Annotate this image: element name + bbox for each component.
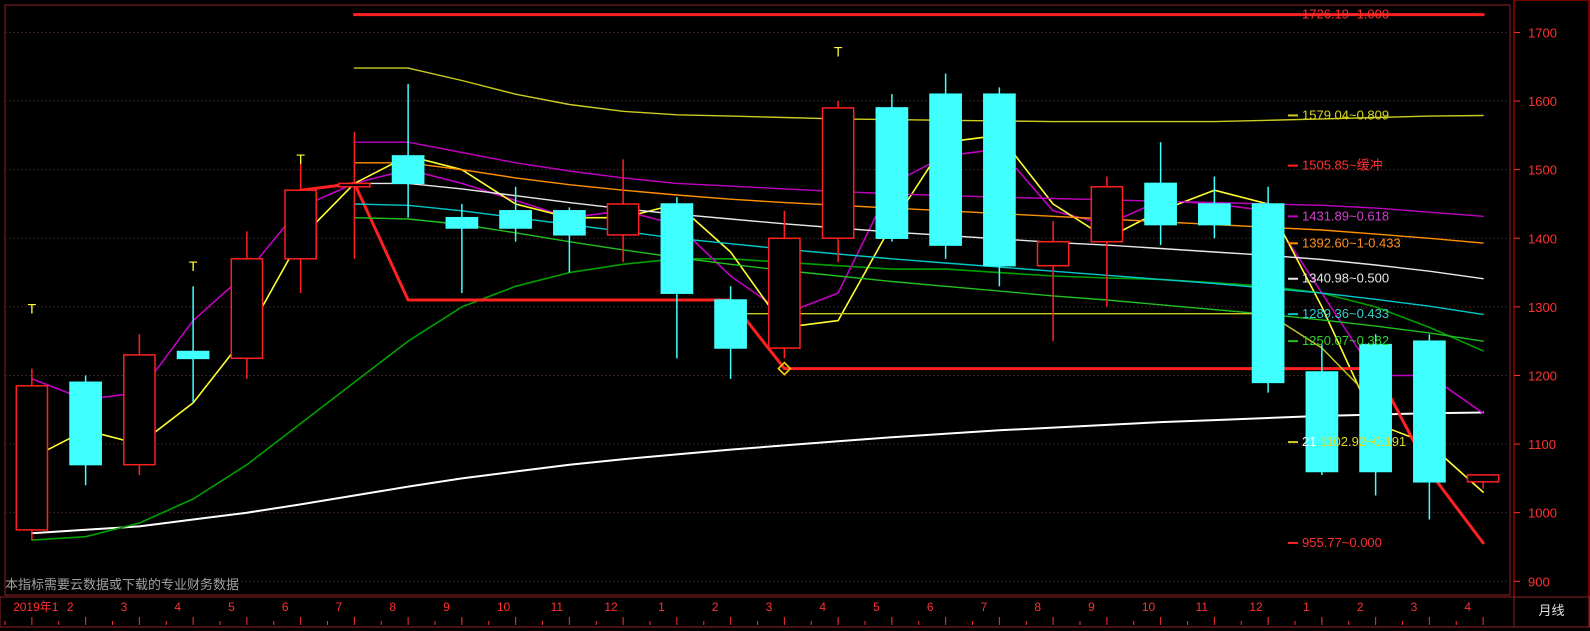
x-tick-label: 3 xyxy=(121,600,128,614)
candle[interactable] xyxy=(1199,204,1230,225)
x-tick-label: 9 xyxy=(443,600,450,614)
candle[interactable] xyxy=(1038,242,1069,266)
candle[interactable] xyxy=(1091,187,1122,242)
level-label: 1505.85~缓冲 xyxy=(1302,158,1383,173)
candle[interactable] xyxy=(554,211,585,235)
candle[interactable] xyxy=(446,218,477,228)
x-tick-label: 5 xyxy=(228,600,235,614)
x-tick-label: 10 xyxy=(1142,600,1156,614)
candle[interactable] xyxy=(231,259,262,359)
x-tick-label: 6 xyxy=(282,600,289,614)
x-tick-label: 1 xyxy=(658,600,665,614)
level-label: 1340.98~0.500 xyxy=(1302,271,1389,286)
x-tick-label: 11 xyxy=(1196,600,1209,614)
x-tick-label: 4 xyxy=(1464,600,1471,614)
candle[interactable] xyxy=(769,238,800,348)
x-tick-label: 2 xyxy=(67,600,74,614)
x-tick-label: 12 xyxy=(604,600,618,614)
candle[interactable] xyxy=(1468,475,1499,482)
y-tick-label: 900 xyxy=(1528,574,1550,589)
y-tick-label: 1400 xyxy=(1528,231,1557,246)
candle[interactable] xyxy=(339,183,370,186)
marker-text: T xyxy=(189,258,198,274)
y-tick-label: 1500 xyxy=(1528,163,1557,178)
x-tick-label: 3 xyxy=(766,600,773,614)
candle[interactable] xyxy=(984,94,1015,266)
timeframe-label: 月线 xyxy=(1538,603,1564,618)
level-label: 1392.60~1-0.433 xyxy=(1302,235,1401,250)
x-tick-label: 8 xyxy=(389,600,396,614)
y-tick-label: 1700 xyxy=(1528,25,1557,40)
x-tick-label: 2 xyxy=(1357,600,1364,614)
x-tick-label: 2019年1 xyxy=(13,600,59,614)
candle[interactable] xyxy=(661,204,692,293)
marker-text: T xyxy=(834,43,843,59)
level-label: 955.77~0.000 xyxy=(1302,535,1382,550)
x-tick-label: 3 xyxy=(1411,600,1418,614)
footer-note: 本指标需要云数据或下载的专业财务数据 xyxy=(5,577,239,592)
x-tick-label: 12 xyxy=(1249,600,1263,614)
candle[interactable] xyxy=(930,94,961,245)
candle[interactable] xyxy=(285,190,316,259)
candle[interactable] xyxy=(16,386,47,530)
candle[interactable] xyxy=(1253,204,1284,382)
y-tick-label: 1100 xyxy=(1528,437,1556,452)
candle[interactable] xyxy=(70,382,101,464)
level-label: 1289.36~0.433 xyxy=(1302,306,1389,321)
candle[interactable] xyxy=(178,352,209,359)
level-label: 1431.89~0.618 xyxy=(1302,208,1389,223)
level-label: 1579.04~0.809 xyxy=(1302,107,1389,122)
x-tick-label: 9 xyxy=(1088,600,1095,614)
x-tick-label: 11 xyxy=(551,600,564,614)
y-tick-label: 1200 xyxy=(1528,368,1557,383)
candle[interactable] xyxy=(500,211,531,228)
x-tick-label: 2 xyxy=(712,600,719,614)
candle[interactable] xyxy=(1145,183,1176,224)
x-tick-label: 5 xyxy=(873,600,880,614)
level-label: 1250.07~0.382 xyxy=(1302,333,1389,348)
candlestick-chart[interactable]: T T T T 1726.19~1.000 1579.04~0.809 1505.85~缓冲… xyxy=(0,0,1590,631)
candle[interactable] xyxy=(876,108,907,238)
x-tick-label: 1 xyxy=(1303,600,1310,614)
candle[interactable] xyxy=(1306,372,1337,472)
candle[interactable] xyxy=(823,108,854,238)
y-tick-label: 1000 xyxy=(1528,506,1557,521)
x-tick-label: 10 xyxy=(497,600,511,614)
candle[interactable] xyxy=(393,156,424,183)
level-prefix: 21 xyxy=(1302,434,1316,449)
x-tick-label: 4 xyxy=(819,600,826,614)
marker-text: T xyxy=(296,151,305,167)
level-label: 1726.19~1.000 xyxy=(1302,6,1389,21)
candle[interactable] xyxy=(1414,341,1445,482)
candle[interactable] xyxy=(1360,345,1391,472)
x-tick-label: 7 xyxy=(981,600,988,614)
marker-text: T xyxy=(28,301,37,317)
candle[interactable] xyxy=(715,300,746,348)
x-tick-label: 7 xyxy=(336,600,343,614)
y-tick-label: 1600 xyxy=(1528,94,1557,109)
x-tick-label: 4 xyxy=(174,600,181,614)
y-tick-label: 1300 xyxy=(1528,300,1557,315)
level-label: 1102.92~0.191 xyxy=(1320,434,1406,449)
x-tick-label: 6 xyxy=(927,600,934,614)
candle[interactable] xyxy=(124,355,155,465)
candle[interactable] xyxy=(608,204,639,235)
x-tick-label: 8 xyxy=(1034,600,1041,614)
